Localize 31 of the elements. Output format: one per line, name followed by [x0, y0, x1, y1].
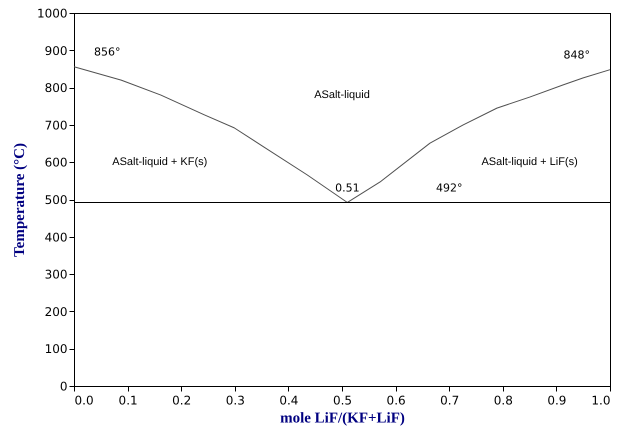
- x-tick-label: 0.6: [386, 394, 406, 408]
- annotation: 0.51: [335, 181, 360, 194]
- x-tick-label: 0.3: [226, 394, 245, 408]
- x-tick-label: 0.5: [332, 394, 352, 408]
- x-tick-label: 0.7: [440, 394, 460, 408]
- y-tick-label: 400: [44, 230, 68, 244]
- annotation: ASalt-liquid + LiF(s): [481, 156, 578, 168]
- x-axis-title: mole LiF/(KF+LiF): [280, 410, 405, 426]
- annotation: 856°: [94, 46, 120, 59]
- y-axis-title: Temperature (°C): [12, 143, 28, 257]
- annotation: ASalt-liquid + KF(s): [112, 156, 208, 168]
- x-tick-label: 0.8: [494, 394, 513, 408]
- y-tick-label: 0: [60, 380, 68, 394]
- annotation: 848°: [564, 48, 590, 62]
- y-tick-label: 900: [44, 44, 68, 58]
- y-tick-label: 200: [44, 304, 68, 319]
- y-tick-label: 600: [44, 156, 68, 170]
- y-tick-label: 500: [44, 193, 68, 207]
- annotation: 492°: [436, 181, 462, 194]
- x-tick-label: 0.4: [279, 394, 298, 408]
- x-tick-label: 0.9: [547, 394, 566, 408]
- y-tick-label: 800: [44, 81, 68, 96]
- y-tick-label: 300: [44, 268, 68, 282]
- x-tick-label: 0.1: [118, 394, 138, 408]
- y-tick-label: 700: [44, 118, 68, 132]
- x-tick-label: 1.0: [591, 394, 610, 408]
- y-tick-label: 100: [44, 342, 68, 356]
- x-tick-label: 0.0: [74, 394, 94, 408]
- x-tick-label: 0.2: [172, 394, 192, 408]
- y-tick-label: 1000: [36, 6, 68, 20]
- annotation: ASalt-liquid: [314, 89, 370, 102]
